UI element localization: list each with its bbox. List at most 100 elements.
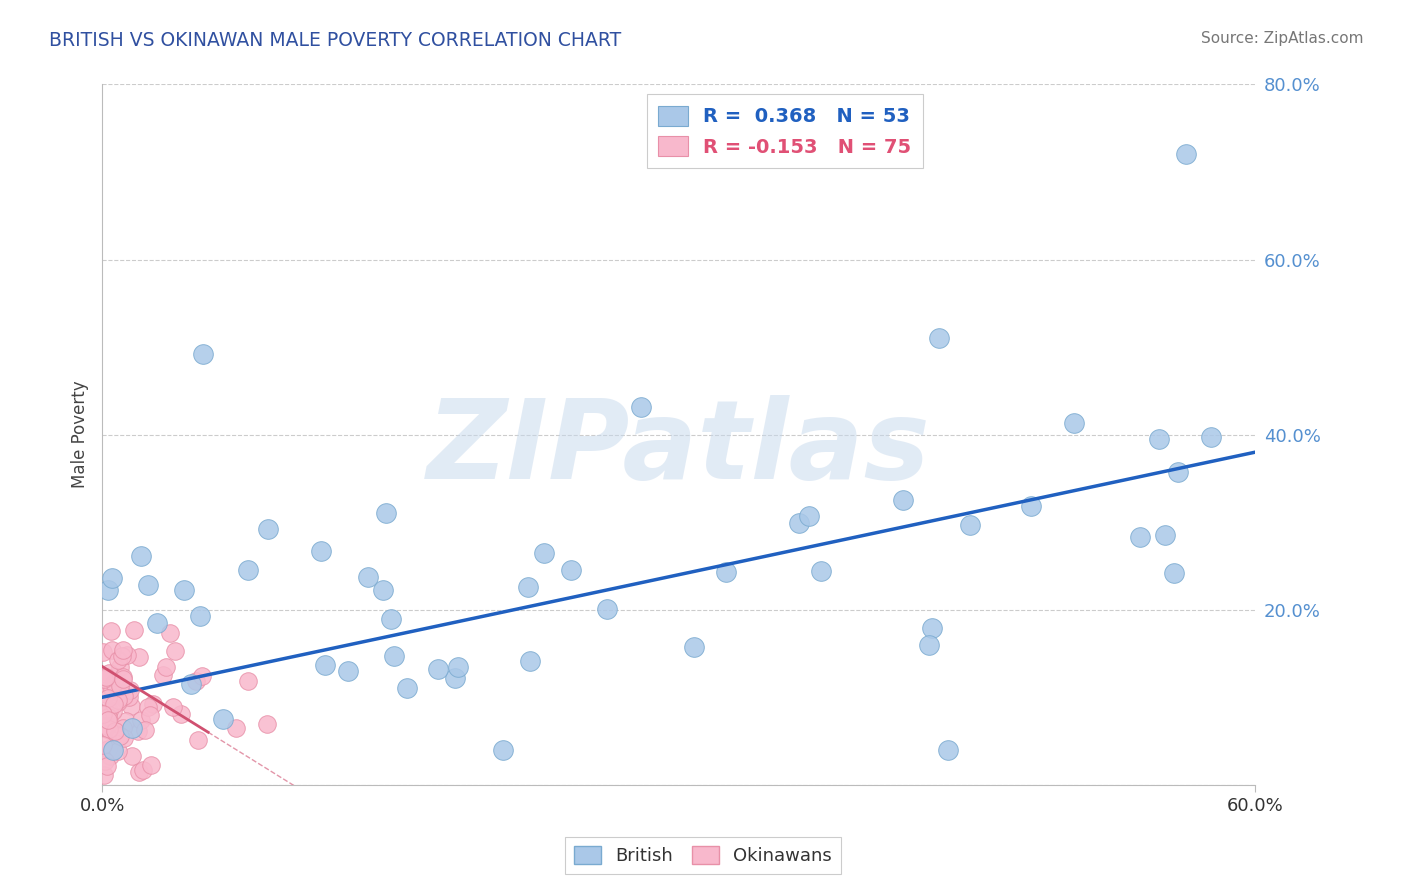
Point — [492, 743, 515, 757]
Point — [107, 744, 129, 758]
Point — [96, 710, 118, 724]
Point — [1019, 499, 1042, 513]
Point — [97, 582, 120, 597]
Point — [103, 697, 125, 711]
Point — [91, 706, 114, 721]
Point — [93, 767, 115, 781]
Point — [124, 624, 146, 638]
Point — [121, 748, 143, 763]
Point — [139, 758, 162, 772]
Point — [630, 400, 652, 414]
Point — [100, 624, 122, 639]
Point — [959, 517, 981, 532]
Point — [936, 743, 959, 757]
Point — [118, 683, 141, 698]
Point — [380, 612, 402, 626]
Point — [107, 684, 129, 698]
Point — [129, 714, 152, 728]
Point — [115, 714, 138, 728]
Point — [447, 660, 470, 674]
Point — [128, 764, 150, 779]
Point — [173, 583, 195, 598]
Point — [517, 580, 540, 594]
Point — [97, 723, 120, 737]
Point — [98, 748, 121, 763]
Point — [112, 731, 135, 745]
Point — [118, 690, 141, 704]
Point — [96, 683, 118, 698]
Point — [100, 570, 122, 584]
Point — [1199, 430, 1222, 444]
Point — [1149, 433, 1171, 447]
Point — [152, 668, 174, 682]
Point — [111, 648, 134, 663]
Point — [127, 724, 149, 739]
Point — [1063, 417, 1085, 431]
Point — [1153, 528, 1175, 542]
Point — [162, 700, 184, 714]
Point — [121, 721, 143, 735]
Point — [596, 601, 619, 615]
Point — [139, 707, 162, 722]
Point — [108, 679, 131, 693]
Point — [91, 645, 114, 659]
Point — [110, 729, 132, 743]
Point — [96, 687, 118, 701]
Point — [533, 546, 555, 560]
Point — [519, 654, 541, 668]
Point — [134, 723, 156, 737]
Point — [107, 652, 129, 666]
Point — [97, 710, 120, 724]
Point — [111, 672, 134, 686]
Point — [115, 648, 138, 662]
Point — [336, 664, 359, 678]
Point — [1163, 566, 1185, 581]
Point — [314, 658, 336, 673]
Point — [382, 649, 405, 664]
Point — [236, 564, 259, 578]
Point — [129, 549, 152, 563]
Point — [190, 609, 212, 624]
Text: Source: ZipAtlas.com: Source: ZipAtlas.com — [1201, 31, 1364, 46]
Point — [184, 673, 207, 688]
Point — [97, 665, 120, 680]
Point — [891, 492, 914, 507]
Point — [97, 691, 120, 706]
Point — [170, 706, 193, 721]
Point — [94, 754, 117, 768]
Point — [560, 563, 582, 577]
Point — [928, 331, 950, 345]
Point — [187, 733, 209, 747]
Point — [810, 564, 832, 578]
Legend: R =  0.368   N = 53, R = -0.153   N = 75: R = 0.368 N = 53, R = -0.153 N = 75 — [647, 95, 922, 169]
Point — [132, 764, 155, 778]
Point — [257, 523, 280, 537]
Point — [225, 721, 247, 735]
Point — [373, 583, 395, 598]
Point — [96, 759, 118, 773]
Point — [112, 642, 135, 657]
Point — [97, 714, 120, 728]
Point — [682, 640, 704, 654]
Point — [97, 705, 120, 719]
Point — [142, 697, 165, 711]
Point — [96, 719, 118, 733]
Point — [395, 681, 418, 695]
Point — [136, 699, 159, 714]
Point — [101, 705, 124, 719]
Point — [787, 516, 810, 530]
Point — [100, 643, 122, 657]
Point — [120, 699, 142, 714]
Point — [427, 662, 450, 676]
Text: ZIPatlas: ZIPatlas — [427, 395, 931, 502]
Point — [1129, 530, 1152, 544]
Point — [111, 670, 134, 684]
Point — [799, 508, 821, 523]
Point — [256, 717, 278, 731]
Y-axis label: Male Poverty: Male Poverty — [72, 381, 89, 489]
Point — [236, 673, 259, 688]
Point — [374, 507, 396, 521]
Point — [191, 668, 214, 682]
Point — [110, 659, 132, 673]
Point — [104, 678, 127, 692]
